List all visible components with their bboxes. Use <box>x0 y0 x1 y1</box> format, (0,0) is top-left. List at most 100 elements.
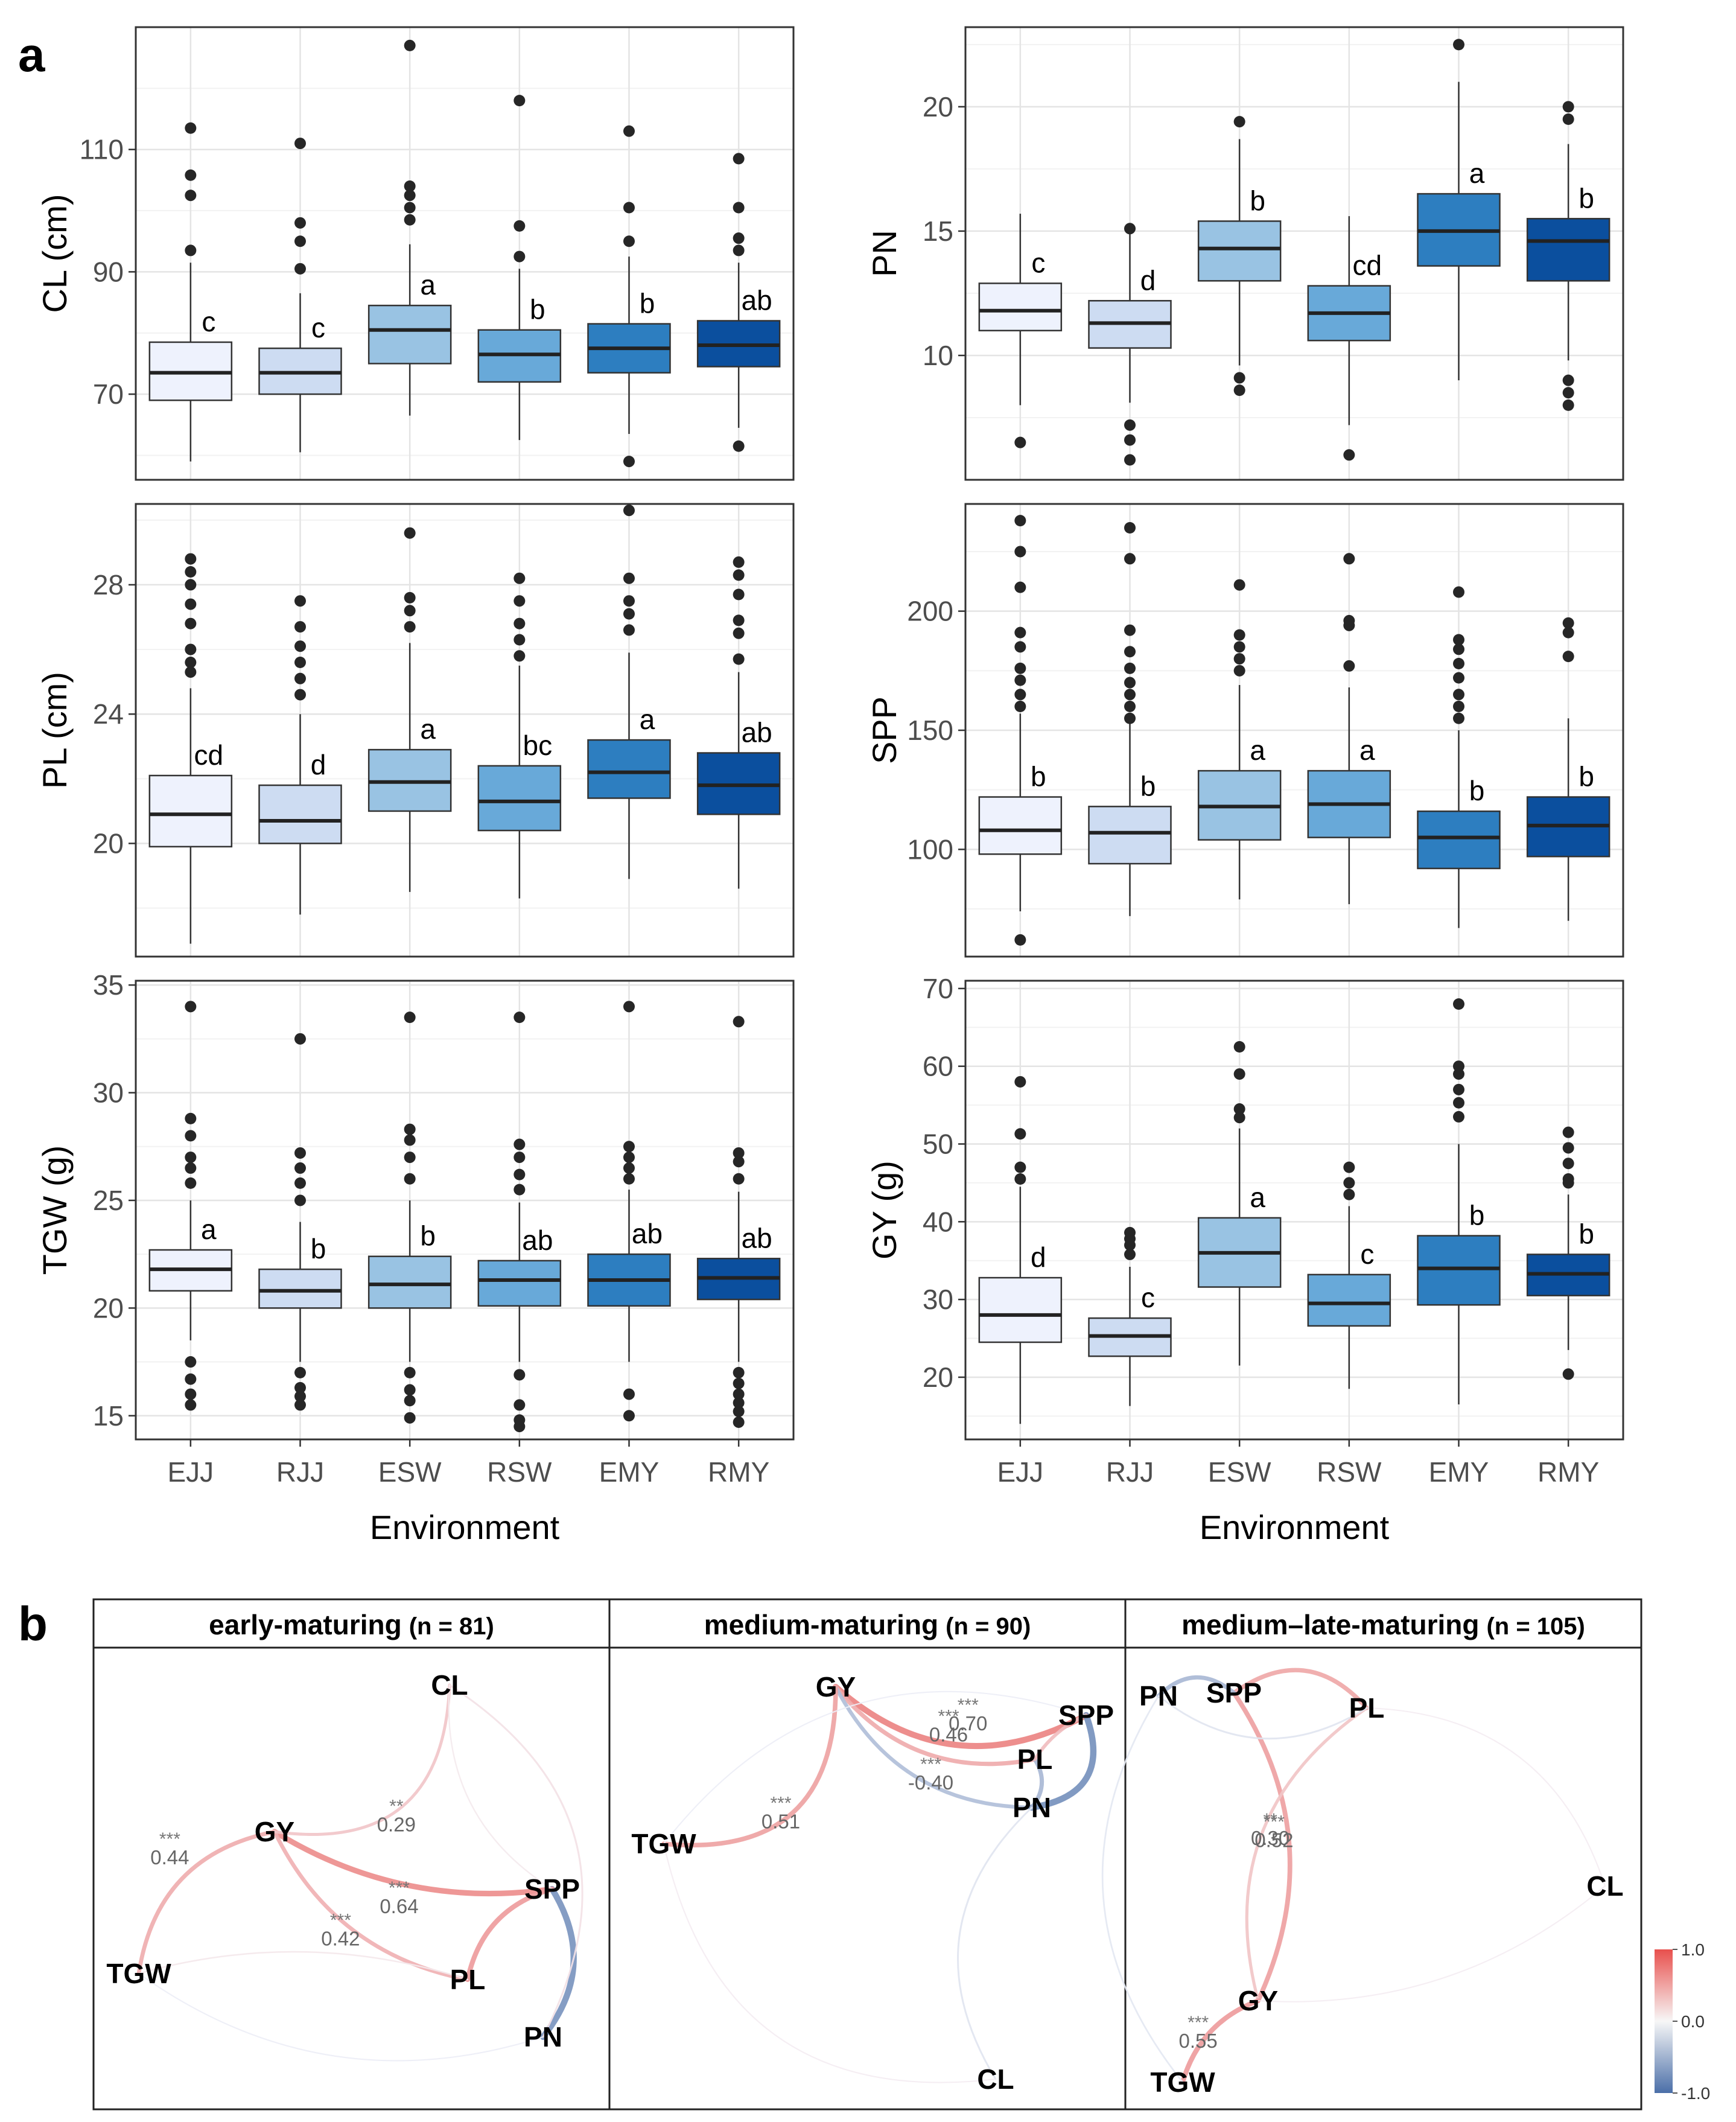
outlier-point <box>185 169 197 181</box>
significance-letter: b <box>1140 770 1156 801</box>
outlier-point <box>623 1001 635 1013</box>
y-axis-title: GY (g) <box>865 1161 903 1260</box>
y-tick-label: 10 <box>923 340 953 371</box>
significance-letter: d <box>1031 1241 1046 1273</box>
y-tick-label: 90 <box>93 256 124 287</box>
y-tick-label: 24 <box>93 698 124 730</box>
edge-spp-pn <box>1028 1712 1097 1811</box>
outlier-point <box>1453 643 1464 655</box>
outlier-point <box>1014 1128 1026 1140</box>
legend-colorbar <box>1655 1949 1673 2093</box>
y-tick-label: 15 <box>923 215 953 247</box>
node-gy: GY <box>1238 1985 1278 2016</box>
outlier-point <box>1124 689 1136 701</box>
box-emy: b <box>1417 998 1501 1405</box>
significance-letter: b <box>1031 761 1046 792</box>
outlier-point <box>623 456 635 468</box>
legend-tick-label: -1.0 <box>1681 2084 1710 2103</box>
edge-group <box>661 1684 1097 2083</box>
strip-title: early-maturing (n = 81) <box>209 1609 494 1640</box>
outlier-point <box>1233 664 1245 677</box>
box-rsw: b <box>477 95 562 441</box>
outlier-point <box>185 666 197 678</box>
outlier-point <box>1014 662 1026 674</box>
y-tick-label: 60 <box>923 1051 953 1082</box>
box-ejj: cd <box>148 553 233 944</box>
box-emy: a <box>1417 39 1501 381</box>
box-rsw: bc <box>477 572 562 899</box>
outlier-point <box>513 220 526 232</box>
edge-label-group: ***0.64***0.42***0.44**0.29 <box>150 1796 418 1949</box>
node-pn: PN <box>1139 1680 1178 1712</box>
outlier-point <box>404 527 416 539</box>
edge-cl-gy <box>1257 1885 1606 2003</box>
outlier-point <box>623 572 635 584</box>
edge-correlation-value: 0.64 <box>380 1895 418 1917</box>
outlier-point <box>294 1381 306 1394</box>
edge-significance: *** <box>1188 2013 1209 2033</box>
outlier-point <box>294 217 306 229</box>
node-cl: CL <box>431 1669 468 1701</box>
outlier-point <box>1562 1126 1574 1138</box>
outlier-point <box>185 617 197 629</box>
outlier-point <box>1233 629 1245 641</box>
outlier-point <box>733 556 745 568</box>
outlier-point <box>1233 1068 1245 1080</box>
box-esw: a <box>1197 1040 1282 1366</box>
y-tick-label: 20 <box>93 1292 124 1324</box>
box-iqr <box>477 1260 562 1307</box>
outlier-point <box>404 1123 416 1135</box>
outlier-point <box>1562 1173 1574 1185</box>
outlier-point <box>1124 521 1136 534</box>
outlier-point <box>1014 515 1026 527</box>
node-pl: PL <box>450 1964 486 1995</box>
outlier-point <box>1014 546 1026 558</box>
box-iqr <box>258 1268 342 1309</box>
edge-significance: ** <box>389 1796 404 1816</box>
strip-title: medium–late-maturing (n = 105) <box>1181 1609 1585 1640</box>
outlier-point <box>623 125 635 137</box>
significance-letter: ab <box>632 1218 663 1249</box>
strip-title-name: early-maturing <box>209 1609 402 1640</box>
outlier-point <box>623 1388 635 1400</box>
strip-title-n: (n = 90) <box>946 1613 1031 1640</box>
node-cl: CL <box>1586 1870 1623 1902</box>
box-rmy: ab <box>696 153 781 452</box>
significance-letter: cd <box>1353 250 1382 281</box>
significance-letter: b <box>640 288 655 319</box>
outlier-point <box>1562 399 1574 411</box>
outlier-point <box>733 1147 745 1159</box>
node-spp: SPP <box>1058 1700 1114 1731</box>
network-early: early-maturing (n = 81)***0.64***0.42***0… <box>106 1609 583 2062</box>
x-tick-label: ESW <box>378 1456 442 1488</box>
outlier-point <box>513 572 526 584</box>
strip-title: medium-maturing (n = 90) <box>704 1609 1031 1640</box>
edge-significance: *** <box>1264 1812 1285 1832</box>
box-rmy: ab <box>696 556 781 889</box>
box-iqr <box>978 796 1063 855</box>
outlier-point <box>623 1141 635 1153</box>
box-rmy: b <box>1526 1126 1610 1380</box>
outlier-point <box>623 1173 635 1185</box>
edge-gy-tgw <box>1180 1998 1261 2085</box>
edge-significance: *** <box>330 1911 351 1931</box>
edge-group <box>1101 1668 1606 2085</box>
box-rmy: b <box>1526 617 1610 921</box>
significance-letter: ab <box>742 284 772 316</box>
box-esw: a <box>1197 579 1282 900</box>
outlier-point <box>404 1173 416 1185</box>
outlier-point <box>1343 614 1355 626</box>
outlier-point <box>1124 1226 1136 1238</box>
y-tick-label: 15 <box>93 1400 124 1432</box>
outlier-point <box>294 1194 306 1206</box>
edge-gy-spp <box>833 1684 1089 1749</box>
outlier-point <box>294 1399 306 1411</box>
outlier-point <box>1233 116 1245 128</box>
outlier-point <box>513 95 526 107</box>
edge-tgw-spp <box>663 1690 1087 1845</box>
significance-letter: c <box>311 312 325 343</box>
box-emy: b <box>587 125 671 468</box>
y-tick-label: 20 <box>923 91 953 123</box>
